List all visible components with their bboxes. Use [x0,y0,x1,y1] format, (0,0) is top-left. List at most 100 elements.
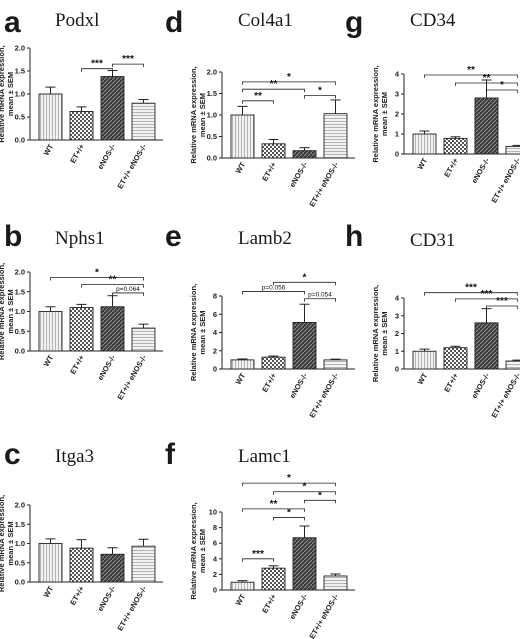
panel-letter: a [4,6,21,39]
y-tick-label: 1.5 [15,520,25,529]
category-label: ET+/+ eNOS-/- [115,353,148,401]
y-tick-label: 4 [395,294,400,303]
bar [474,97,499,155]
significance-label: * [318,86,322,97]
bar [412,133,437,155]
bar [261,567,286,591]
significance-bracket: p=0.054 [304,292,336,302]
category-label: WT [42,584,56,599]
category-label: ET+/+ eNOS-/- [115,142,148,190]
significance-label: ** [270,499,278,510]
bar [474,322,499,370]
panel-a: a Podxl Relative mRNA expression,mean ± SE… [0,6,163,190]
category-label: ET+/+ eNOS-/- [489,156,520,204]
bar [69,111,94,141]
significance-bracket: *** [424,283,518,296]
significance-label: *** [122,54,134,65]
y-tick-label: 0 [395,365,399,374]
significance-label: *** [465,283,477,294]
y-tick-label: 1 [395,130,399,139]
y-axis-label: Relative mRNA expression,mean ± SEM [0,45,15,142]
bar [292,150,317,159]
panel-letter: b [4,220,22,253]
significance-label: * [318,490,322,501]
panel-letter: h [345,220,363,253]
category-label: ET+/+ eNOS-/- [307,592,340,639]
significance-label: ** [483,73,491,84]
significance-bracket: ** [424,65,518,78]
y-tick-label: 0.5 [207,132,217,141]
bar [412,350,437,370]
y-tick-label: 3 [395,311,399,320]
y-tick-label: 1.0 [15,90,25,99]
bar [69,307,94,352]
y-axis-label: Relative mRNA expression,mean ± SEM [189,284,207,381]
category-label: ET+/+ [260,592,278,615]
y-tick-label: 1.0 [15,539,25,548]
bar [131,102,156,141]
significance-label: *** [252,549,264,560]
category-label: ET+/+ [442,371,460,394]
significance-label: p=0.054 [308,292,332,299]
panel-letter: f [165,438,176,471]
category-label: ET+/+ eNOS-/- [307,160,340,208]
panel-f: f Lamc1 Relative mRNA expression,mean ± SE… [165,438,355,639]
significance-bracket: *** [486,296,518,309]
category-label: ET+/+ [68,584,86,607]
category-label: eNOS-/- [96,142,118,171]
bar [69,547,94,583]
y-tick-label: 10 [209,508,217,517]
y-tick-label: 3 [395,90,399,99]
y-axis-label: Relative mRNA expression,mean ± SEM [0,263,15,360]
category-label: ET+/+ eNOS-/- [115,584,148,632]
significance-bracket: * [273,482,336,495]
y-tick-label: 0 [213,365,217,374]
y-tick-label: 2 [395,110,399,119]
significance-bracket: * [486,80,518,93]
y-tick-label: 0.0 [207,154,217,163]
panel-title: CD34 [410,10,456,31]
category-label: WT [416,156,430,171]
bar [230,359,255,370]
y-tick-label: 2.0 [15,501,25,510]
significance-label: ** [254,91,262,102]
panel-title: Col4a1 [238,10,293,31]
significance-bracket: * [50,268,144,281]
significance-label: * [287,473,291,484]
category-label: WT [42,353,56,368]
panel-letter: d [165,6,183,39]
category-label: WT [234,160,248,175]
significance-label: p=0.064 [116,286,140,293]
panel-title: Lamc1 [238,446,291,467]
significance-label: ** [270,79,278,90]
panel-letter: g [345,6,363,39]
panel-letter: e [165,220,182,253]
significance-bracket: * [304,490,336,504]
bar [292,537,317,591]
bar [505,360,520,370]
bar [230,114,255,159]
bar [100,553,125,583]
bar [131,545,156,583]
panel-letter: c [4,438,21,471]
y-tick-label: 0.5 [15,558,25,567]
bar [38,311,63,352]
y-tick-label: 0.0 [15,347,25,356]
category-label: ET+/+ [260,160,278,183]
panel-h: h CD31 Relative mRNA expression,mean ± SEM… [345,220,520,419]
bar [131,327,156,352]
significance-label: *** [496,296,508,307]
y-axis-label: Relative mRNA expression,mean ± SEM [189,66,207,163]
bar [38,543,63,583]
category-label: ET+/+ [68,353,86,376]
significance-label: * [287,507,291,518]
category-label: eNOS-/- [470,371,492,400]
bar [261,356,286,370]
bar [323,575,348,591]
category-label: ET+/+ eNOS-/- [489,371,520,419]
y-tick-label: 2.0 [15,268,25,277]
significance-bracket: ** [81,275,144,288]
category-label: eNOS-/- [96,584,118,613]
significance-label: *** [91,59,103,70]
